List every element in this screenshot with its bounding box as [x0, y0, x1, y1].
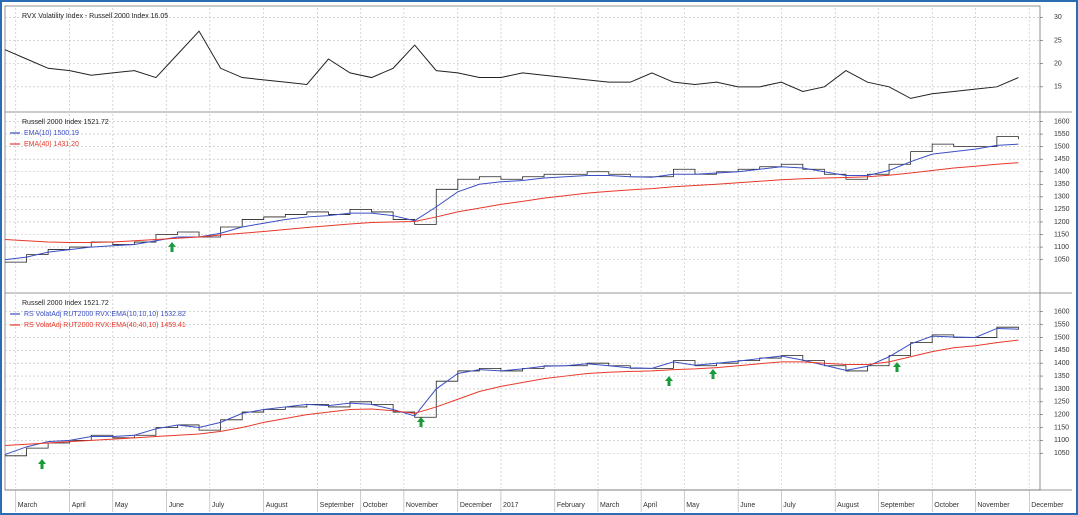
x-tick-label: March — [600, 502, 620, 509]
legend-label: EMA(10) 1500.19 — [24, 130, 79, 137]
x-tick-label: June — [169, 502, 184, 509]
signal-arrow — [168, 242, 176, 252]
x-tick-label: May — [115, 502, 129, 509]
y-tick-label: 1150 — [1054, 424, 1069, 431]
x-tick-label: September — [320, 502, 355, 509]
signal-arrow — [665, 376, 673, 386]
x-tick-label: October — [363, 502, 389, 509]
x-tick-label: November — [977, 502, 1010, 509]
signal-arrow — [709, 369, 717, 379]
y-tick-label: 1250 — [1054, 399, 1070, 406]
y-tick-label: 1550 — [1054, 321, 1070, 328]
y-tick-label: 1300 — [1054, 194, 1070, 201]
x-tick-label: August — [837, 502, 859, 509]
legend-label: RS VolatAdj RUT2000 RVX:EMA(10,10,10) 15… — [24, 311, 186, 318]
series-line — [4, 327, 1019, 456]
legend-label: RVX Volatility Index - Russell 2000 Inde… — [22, 13, 168, 20]
y-tick-label: 1500 — [1054, 334, 1070, 341]
y-tick-label: 1350 — [1054, 181, 1070, 188]
x-tick-label: April — [643, 502, 657, 509]
y-tick-label: 1050 — [1054, 256, 1070, 263]
y-tick-label: 1550 — [1054, 131, 1070, 138]
x-tick-label: June — [740, 502, 755, 509]
series-line — [4, 143, 1019, 261]
signal-arrows — [38, 242, 901, 469]
x-tick-label: March — [18, 502, 38, 509]
y-tick-label: 1250 — [1054, 206, 1070, 213]
x-tick-label: September — [880, 502, 915, 509]
legend-label: RS VolatAdj RUT2000 RVX:EMA(40,40,10) 14… — [24, 322, 186, 329]
x-tick-label: December — [460, 502, 493, 509]
y-tick-label: 30 — [1054, 14, 1062, 21]
y-tick-label: 1100 — [1054, 437, 1069, 444]
series-line — [5, 136, 1019, 263]
series-line — [4, 162, 1019, 244]
legend-label: EMA(40) 1431.20 — [24, 141, 79, 148]
x-tick-label: July — [783, 502, 796, 509]
x-tick-label: April — [72, 502, 86, 509]
y-tick-label: 20 — [1054, 60, 1062, 67]
legend-label: Russell 2000 Index 1521.72 — [22, 300, 109, 307]
x-tick-label: October — [934, 502, 960, 509]
x-tick-label: 2017 — [503, 502, 519, 509]
signal-arrow — [417, 417, 425, 427]
x-tick-label: February — [557, 502, 586, 509]
y-tick-label: 1600 — [1054, 309, 1070, 316]
y-tick-label: 1400 — [1054, 360, 1070, 367]
y-tick-label: 1450 — [1054, 156, 1070, 163]
y-tick-label: 1100 — [1054, 244, 1069, 251]
x-tick-label: August — [266, 502, 288, 509]
y-tick-label: 25 — [1054, 37, 1062, 44]
y-tick-label: 1200 — [1054, 412, 1070, 419]
y-tick-label: 1050 — [1054, 450, 1070, 457]
y-tick-label: 1350 — [1054, 373, 1070, 380]
y-tick-label: 1200 — [1054, 219, 1070, 226]
y-tick-label: 15 — [1054, 84, 1062, 91]
x-tick-label: May — [686, 502, 700, 509]
x-tick-label: July — [212, 502, 225, 509]
legend-label: Russell 2000 Index 1521.72 — [22, 119, 109, 126]
signal-arrow — [38, 459, 46, 469]
y-tick-label: 1600 — [1054, 118, 1070, 125]
series-line — [4, 339, 1019, 447]
x-tick-label: December — [1031, 502, 1064, 509]
series-line — [4, 30, 1019, 99]
x-tick-label: November — [406, 502, 439, 509]
y-tick-label: 1450 — [1054, 347, 1070, 354]
y-tick-label: 1400 — [1054, 169, 1070, 176]
y-tick-label: 1300 — [1054, 386, 1070, 393]
y-tick-label: 1150 — [1054, 231, 1069, 238]
signal-arrow — [893, 362, 901, 372]
y-tick-label: 1500 — [1054, 143, 1070, 150]
